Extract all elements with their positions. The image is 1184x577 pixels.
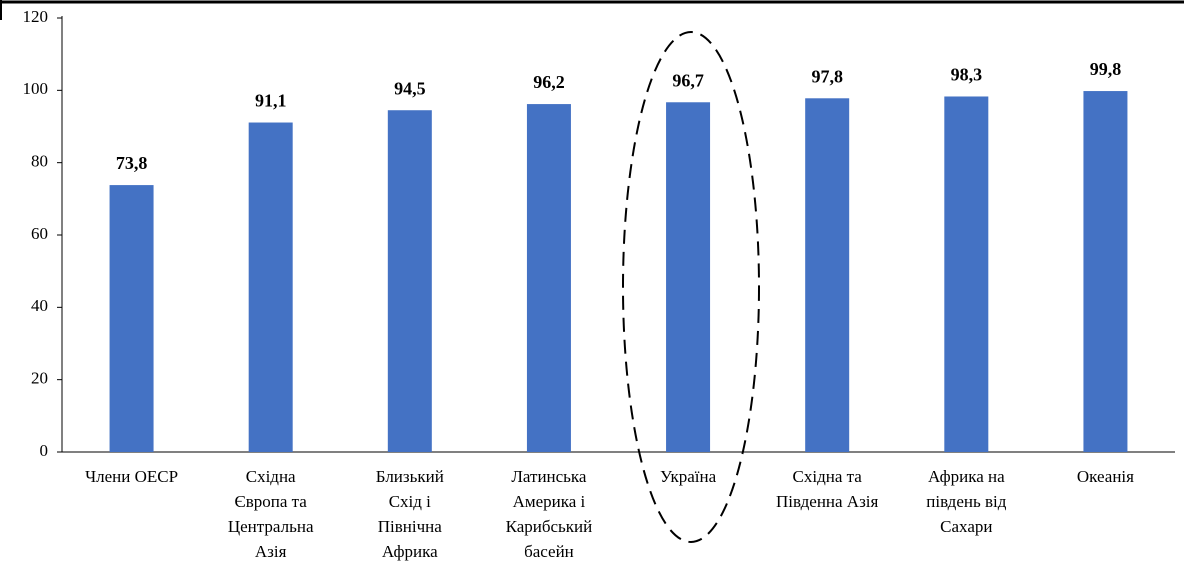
highlight-ellipse [622,31,760,543]
bar [666,102,711,452]
value-label: 97,8 [811,66,843,86]
x-tick-label: Латинська Америка і Карибський басейн [506,467,593,561]
x-tick-label: Океанія [1077,467,1134,486]
bar [944,96,989,453]
bar [109,185,154,452]
x-tick-label: Африка на південь від Сахари [926,467,1006,536]
bar [805,98,850,452]
value-label: 99,8 [1090,59,1122,79]
value-label: 94,5 [394,78,426,98]
y-tick-label: 0 [40,441,49,460]
x-tick-label: Члени ОЕСР [85,467,178,486]
y-tick-label: 40 [31,296,48,315]
x-tick-label: Східна Європа та Центральна Азія [228,467,314,561]
bar [526,104,571,453]
y-tick-label: 60 [31,224,48,243]
y-tick-label: 100 [23,79,49,98]
value-label: 91,1 [255,91,287,111]
x-tick-label: Східна та Південна Азія [776,467,879,511]
value-label: 96,2 [533,72,565,92]
value-label: 73,8 [116,153,148,173]
y-tick-label: 20 [31,369,48,388]
x-tick-label: Близький Схід і Північна Африка [376,467,444,561]
bar [1083,91,1128,452]
bar [248,122,293,452]
y-tick-label: 120 [23,7,49,26]
bar [387,110,432,452]
y-tick-label: 80 [31,152,48,171]
value-label: 96,7 [672,70,704,90]
value-label: 98,3 [951,65,983,85]
x-tick-label: Україна [660,467,717,486]
